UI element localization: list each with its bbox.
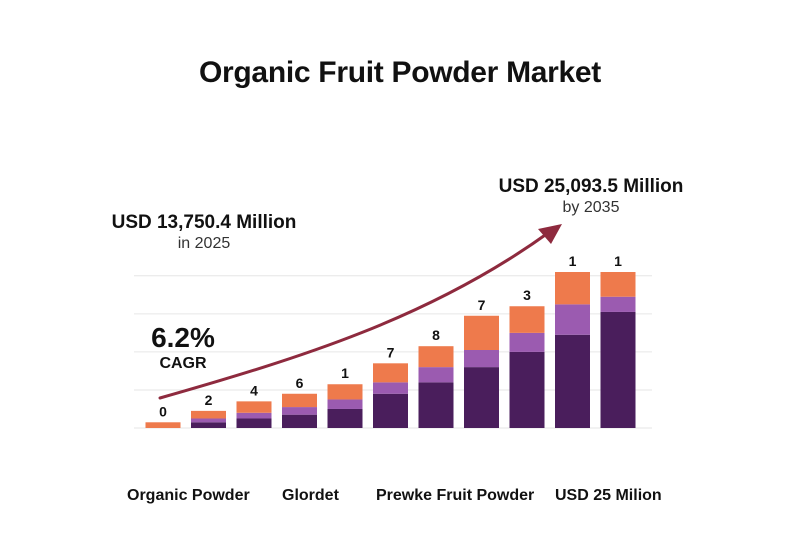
bar-segment-mid — [327, 399, 363, 409]
bar-segment-mid — [418, 367, 454, 383]
bar-data-label: 7 — [387, 344, 395, 360]
bar-segment-top — [509, 306, 545, 333]
bar-data-label: 1 — [341, 365, 349, 381]
bar-data-labels: 0 2 4 6 1 7 8 7 3 1 1 — [159, 253, 622, 419]
page-title: Organic Fruit Powder Market — [199, 56, 601, 89]
end-value-callout: USD 25,093.5 Million by 2035 — [478, 176, 704, 217]
bar-segment-top — [600, 272, 636, 297]
bar-segment-mid — [282, 407, 317, 415]
bar-segment-base — [418, 382, 454, 428]
bar-data-label: 0 — [159, 403, 167, 419]
bar-segment-base — [191, 422, 226, 428]
x-axis-label: Organic Powder — [127, 487, 250, 504]
bar-data-label: 7 — [478, 297, 486, 313]
cagr-label: CAGR — [159, 355, 207, 372]
bar-data-label: 2 — [205, 392, 213, 408]
bar-segment-top — [418, 346, 454, 368]
bar-segment-base — [282, 414, 317, 428]
cagr-value: 6.2% — [151, 322, 215, 353]
bar-segment-mid — [373, 382, 408, 394]
bar-segment-base — [600, 311, 636, 428]
x-axis-label: Glordet — [282, 487, 339, 504]
bar-segment-mid — [509, 332, 545, 352]
bar-segment-top — [464, 315, 499, 350]
bar-segment-base — [373, 393, 408, 428]
bar-segment-base — [327, 408, 363, 428]
bar-data-label: 6 — [296, 375, 304, 391]
bar-segment-top — [282, 393, 317, 408]
bar-segment-top — [236, 401, 272, 413]
bar-segment-top — [327, 384, 363, 400]
bar-segment-top — [555, 272, 590, 305]
bars — [145, 272, 636, 428]
bar-segment-mid — [191, 418, 226, 423]
bar-segment-top — [373, 363, 408, 383]
bar-segment-base — [464, 367, 499, 428]
bar-data-label: 4 — [250, 382, 258, 398]
bar-segment-mid — [464, 350, 499, 368]
x-axis-label: Prewke Fruit Powder — [376, 487, 535, 504]
start-year: in 2025 — [177, 235, 231, 252]
x-axis-label: USD 25 Milion — [555, 487, 662, 504]
bar-data-label: 3 — [523, 287, 531, 303]
bar-segment-top — [145, 422, 181, 428]
start-value-callout: USD 13,750.4 Million in 2025 — [96, 212, 312, 253]
growth-arrow — [158, 224, 562, 400]
bar-segment-base — [555, 334, 590, 428]
growth-arrow-line — [158, 231, 550, 400]
bar-segment-top — [191, 410, 226, 419]
end-year: by 2035 — [562, 199, 620, 216]
growth-arrow-head — [538, 224, 562, 244]
bar-data-label: 8 — [432, 327, 440, 343]
x-axis-labels: Organic Powder Glordet Prewke Fruit Powd… — [0, 487, 800, 511]
bar-data-label: 1 — [569, 253, 577, 269]
start-value: USD 13,750.4 Million — [111, 212, 297, 233]
bar-segment-base — [236, 418, 272, 428]
bar-segment-mid — [600, 296, 636, 312]
end-value: USD 25,093.5 Million — [498, 176, 684, 197]
bar-data-label: 1 — [614, 253, 622, 269]
bar-segment-mid — [236, 412, 272, 419]
bar-segment-base — [509, 351, 545, 428]
bar-segment-mid — [555, 304, 590, 335]
cagr-callout: 6.2% CAGR — [128, 322, 238, 373]
